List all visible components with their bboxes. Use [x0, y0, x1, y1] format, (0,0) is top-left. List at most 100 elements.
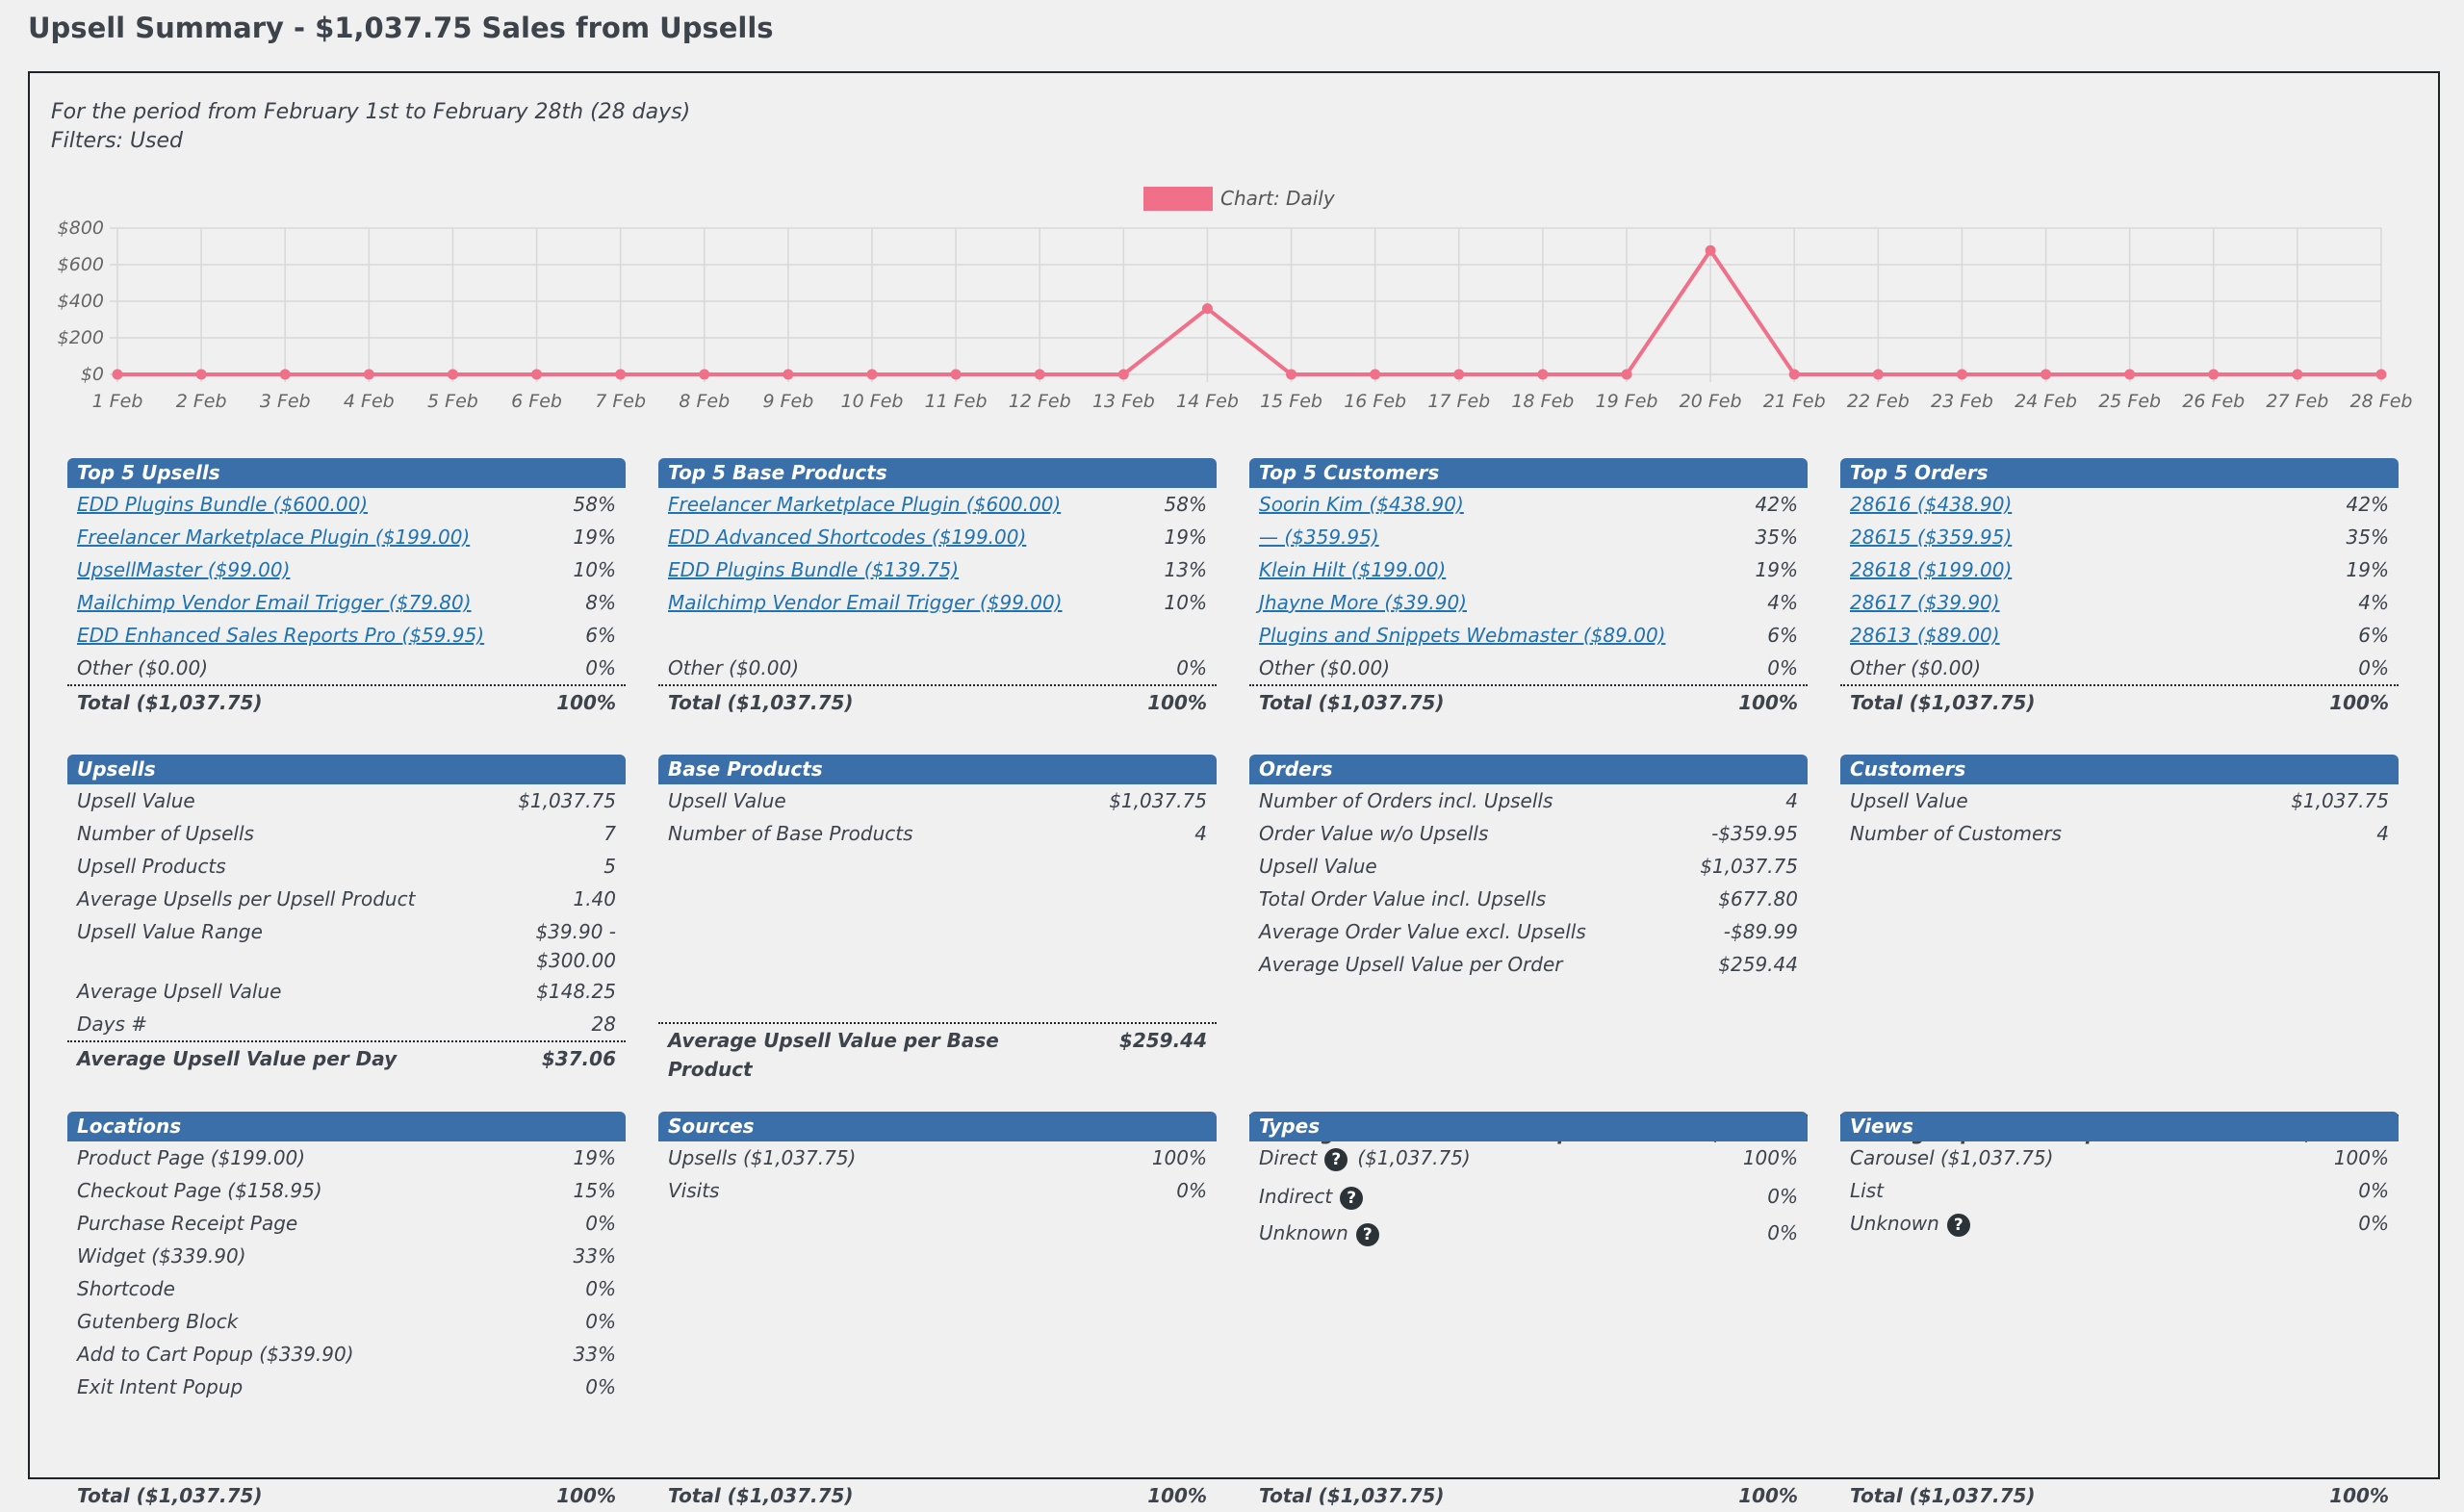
views-box: Views Carousel ($1,037.75) 100% List 0% Un…	[1840, 1112, 2399, 1507]
percent: 19%	[573, 1146, 616, 1169]
product-link[interactable]: EDD Advanced Shortcodes ($199.00)	[668, 525, 1027, 549]
order-link[interactable]: 28617 ($39.90)	[1850, 591, 2000, 614]
list-item[interactable]: EDD Plugins Bundle ($139.75) 13%	[658, 553, 1217, 586]
type-label: Direct? ($1,037.75)	[1259, 1141, 1471, 1174]
list-item[interactable]: EDD Advanced Shortcodes ($199.00) 19%	[658, 521, 1217, 553]
customers-stats-box: Customers Upsell Value $1,037.75 Number o…	[1840, 755, 2399, 1144]
order-link[interactable]: 28613 ($89.00)	[1850, 624, 2000, 647]
type-name: Indirect	[1259, 1185, 1333, 1208]
stat-label: Upsell Value Range	[77, 920, 263, 943]
stat-row: Average Order Value excl. Upsells -$89.99	[1249, 915, 1808, 948]
data-point	[2208, 369, 2220, 380]
data-point	[447, 369, 458, 380]
total-row: Total ($1,037.75) 100%	[1249, 684, 1808, 719]
percent: 4%	[2358, 591, 2389, 614]
total-label: Total ($1,037.75)	[1259, 1484, 1445, 1507]
percent: 13%	[1164, 558, 1207, 581]
x-tick-label: 21 Feb	[1763, 391, 1826, 412]
x-tick-label: 9 Feb	[762, 391, 813, 412]
list-item[interactable]: 28617 ($39.90) 4%	[1840, 586, 2399, 619]
list-item[interactable]: 28613 ($89.00) 6%	[1840, 619, 2399, 652]
data-point	[1788, 369, 1800, 380]
product-link[interactable]: Freelancer Marketplace Plugin ($600.00)	[668, 493, 1062, 516]
location-label: Checkout Page ($158.95)	[77, 1179, 322, 1202]
customer-link[interactable]: Soorin Kim ($438.90)	[1259, 493, 1464, 516]
upsell-link[interactable]: EDD Enhanced Sales Reports Pro ($59.95)	[77, 624, 485, 647]
help-icon[interactable]: ?	[1355, 1222, 1379, 1246]
box-header: Sources	[658, 1112, 1217, 1141]
help-icon[interactable]: ?	[1340, 1186, 1364, 1210]
list-item[interactable]: Klein Hilt ($199.00) 19%	[1249, 553, 1808, 586]
stat-label: Days #	[77, 1012, 148, 1036]
list-item[interactable]: — ($359.95) 35%	[1249, 521, 1808, 553]
list-item[interactable]: Mailchimp Vendor Email Trigger ($79.80) 8…	[67, 586, 626, 619]
list-item[interactable]: Freelancer Marketplace Plugin ($199.00) 1…	[67, 521, 626, 553]
list-item[interactable]: 28618 ($199.00) 19%	[1840, 553, 2399, 586]
total-value: 100%	[2329, 691, 2389, 714]
product-link[interactable]: EDD Plugins Bundle ($139.75)	[668, 558, 960, 581]
order-link[interactable]: 28616 ($438.90)	[1850, 493, 2013, 516]
stat-value: $1,037.75	[2291, 789, 2389, 812]
customer-link[interactable]: Klein Hilt ($199.00)	[1259, 558, 1447, 581]
product-link[interactable]: Mailchimp Vendor Email Trigger ($99.00)	[668, 591, 1063, 614]
upsell-link[interactable]: UpsellMaster ($99.00)	[77, 558, 291, 581]
stat-label: Average Order Value excl. Upsells	[1259, 920, 1586, 943]
percent: 8%	[585, 591, 616, 614]
customer-link[interactable]: Jhayne More ($39.90)	[1259, 591, 1467, 614]
total-label: Total ($1,037.75)	[1259, 691, 1445, 714]
order-link[interactable]: 28618 ($199.00)	[1850, 558, 2013, 581]
list-item[interactable]: Jhayne More ($39.90) 4%	[1249, 586, 1808, 619]
type-amount: ($1,037.75)	[1357, 1146, 1471, 1169]
other-row: Other ($0.00) 0%	[1840, 652, 2399, 684]
stat-row: Days # 28	[67, 1008, 626, 1040]
stat-value: $39.90 - $300.00	[535, 920, 616, 972]
percent: 0%	[585, 1277, 616, 1300]
list-item[interactable]: Freelancer Marketplace Plugin ($600.00) 5…	[658, 488, 1217, 521]
percent: 0%	[585, 656, 616, 679]
total-row: Average Upsell Value per Base Product $25…	[658, 1022, 1217, 1084]
list-item[interactable]: 28616 ($438.90) 42%	[1840, 488, 2399, 521]
list-item: Checkout Page ($158.95) 15%	[67, 1174, 626, 1207]
list-item[interactable]: 28615 ($359.95) 35%	[1840, 521, 2399, 553]
top-base-products-box: Top 5 Base Products Freelancer Marketpla…	[658, 458, 1217, 719]
list-item[interactable]: EDD Enhanced Sales Reports Pro ($59.95) 6…	[67, 619, 626, 652]
data-point	[615, 369, 627, 380]
x-tick-label: 3 Feb	[260, 391, 311, 412]
data-point	[1201, 303, 1213, 315]
percent: 19%	[573, 525, 616, 549]
customer-link[interactable]: Plugins and Snippets Webmaster ($89.00)	[1259, 624, 1666, 647]
list-item[interactable]: Soorin Kim ($438.90) 42%	[1249, 488, 1808, 521]
list-item[interactable]: UpsellMaster ($99.00) 10%	[67, 553, 626, 586]
upsell-link[interactable]: Freelancer Marketplace Plugin ($199.00)	[77, 525, 471, 549]
help-icon[interactable]: ?	[1946, 1213, 1970, 1237]
order-link[interactable]: 28615 ($359.95)	[1850, 525, 2013, 549]
x-tick-label: 22 Feb	[1847, 391, 1910, 412]
base-products-stats-box: Base Products Upsell Value $1,037.75 Numb…	[658, 755, 1217, 1082]
percent: 0%	[585, 1375, 616, 1398]
stat-value: 4	[1785, 789, 1798, 812]
help-icon[interactable]: ?	[1324, 1147, 1348, 1171]
customer-link[interactable]: — ($359.95)	[1259, 525, 1379, 549]
percent: 19%	[1164, 525, 1207, 549]
stat-label: Average Upsells per Upsell Product	[77, 887, 416, 910]
stat-row: Average Upsell Value $148.25	[67, 975, 626, 1008]
stat-value: 7	[603, 822, 616, 845]
stat-label: Total Order Value incl. Upsells	[1259, 887, 1547, 910]
list-item[interactable]: Plugins and Snippets Webmaster ($89.00) 6…	[1249, 619, 1808, 652]
upsell-link[interactable]: EDD Plugins Bundle ($600.00)	[77, 493, 369, 516]
percent: 100%	[1742, 1146, 1798, 1169]
percent: 4%	[1767, 591, 1798, 614]
list-item: Unknown? 0%	[1840, 1207, 2399, 1240]
list-item[interactable]: Mailchimp Vendor Email Trigger ($99.00) 1…	[658, 586, 1217, 619]
box-header: Customers	[1840, 755, 2399, 784]
stat-label: Number of Base Products	[668, 822, 913, 845]
box-header: Top 5 Base Products	[658, 458, 1217, 488]
stat-value: 4	[2376, 822, 2389, 845]
list-item[interactable]: EDD Plugins Bundle ($600.00) 58%	[67, 488, 626, 521]
percent: 0%	[2358, 1212, 2389, 1235]
x-tick-label: 28 Feb	[2350, 391, 2413, 412]
other-label: Other ($0.00)	[1259, 656, 1391, 679]
sources-box: Sources Upsells ($1,037.75) 100% Visits 0%…	[658, 1112, 1217, 1507]
daily-sales-chart[interactable]: $0 $200 $400 $600 $800 1 Feb 2 Feb 3 Feb 4 Feb 5 …	[30, 73, 2442, 439]
upsell-link[interactable]: Mailchimp Vendor Email Trigger ($79.80)	[77, 591, 472, 614]
